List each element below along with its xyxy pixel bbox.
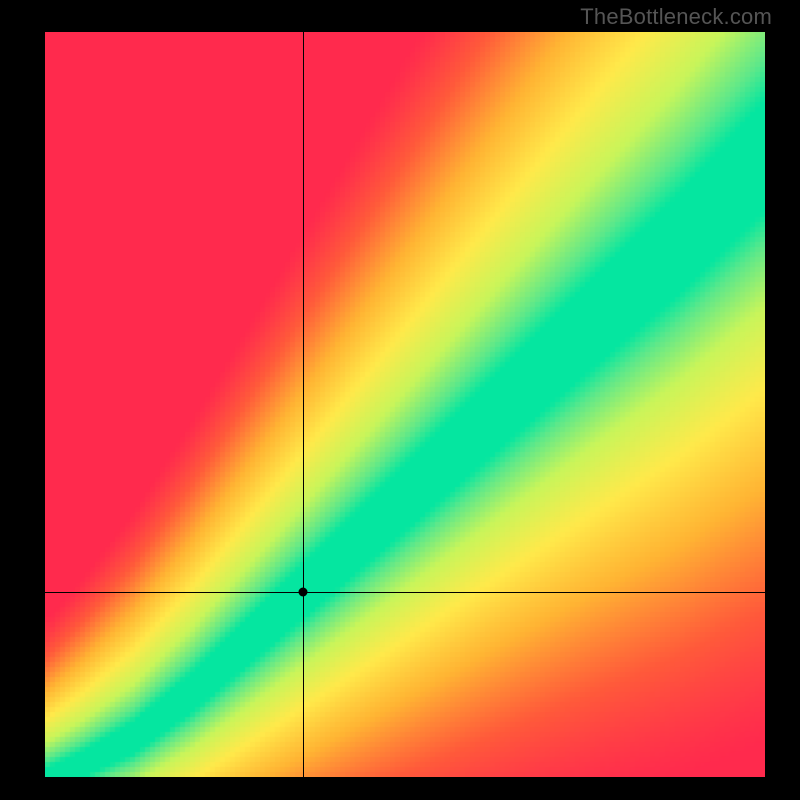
- crosshair-marker: [298, 588, 307, 597]
- crosshair-horizontal: [45, 592, 765, 593]
- watermark-text: TheBottleneck.com: [580, 4, 772, 30]
- heatmap-plot: [45, 32, 765, 777]
- crosshair-vertical: [303, 32, 304, 777]
- heatmap-canvas: [45, 32, 765, 777]
